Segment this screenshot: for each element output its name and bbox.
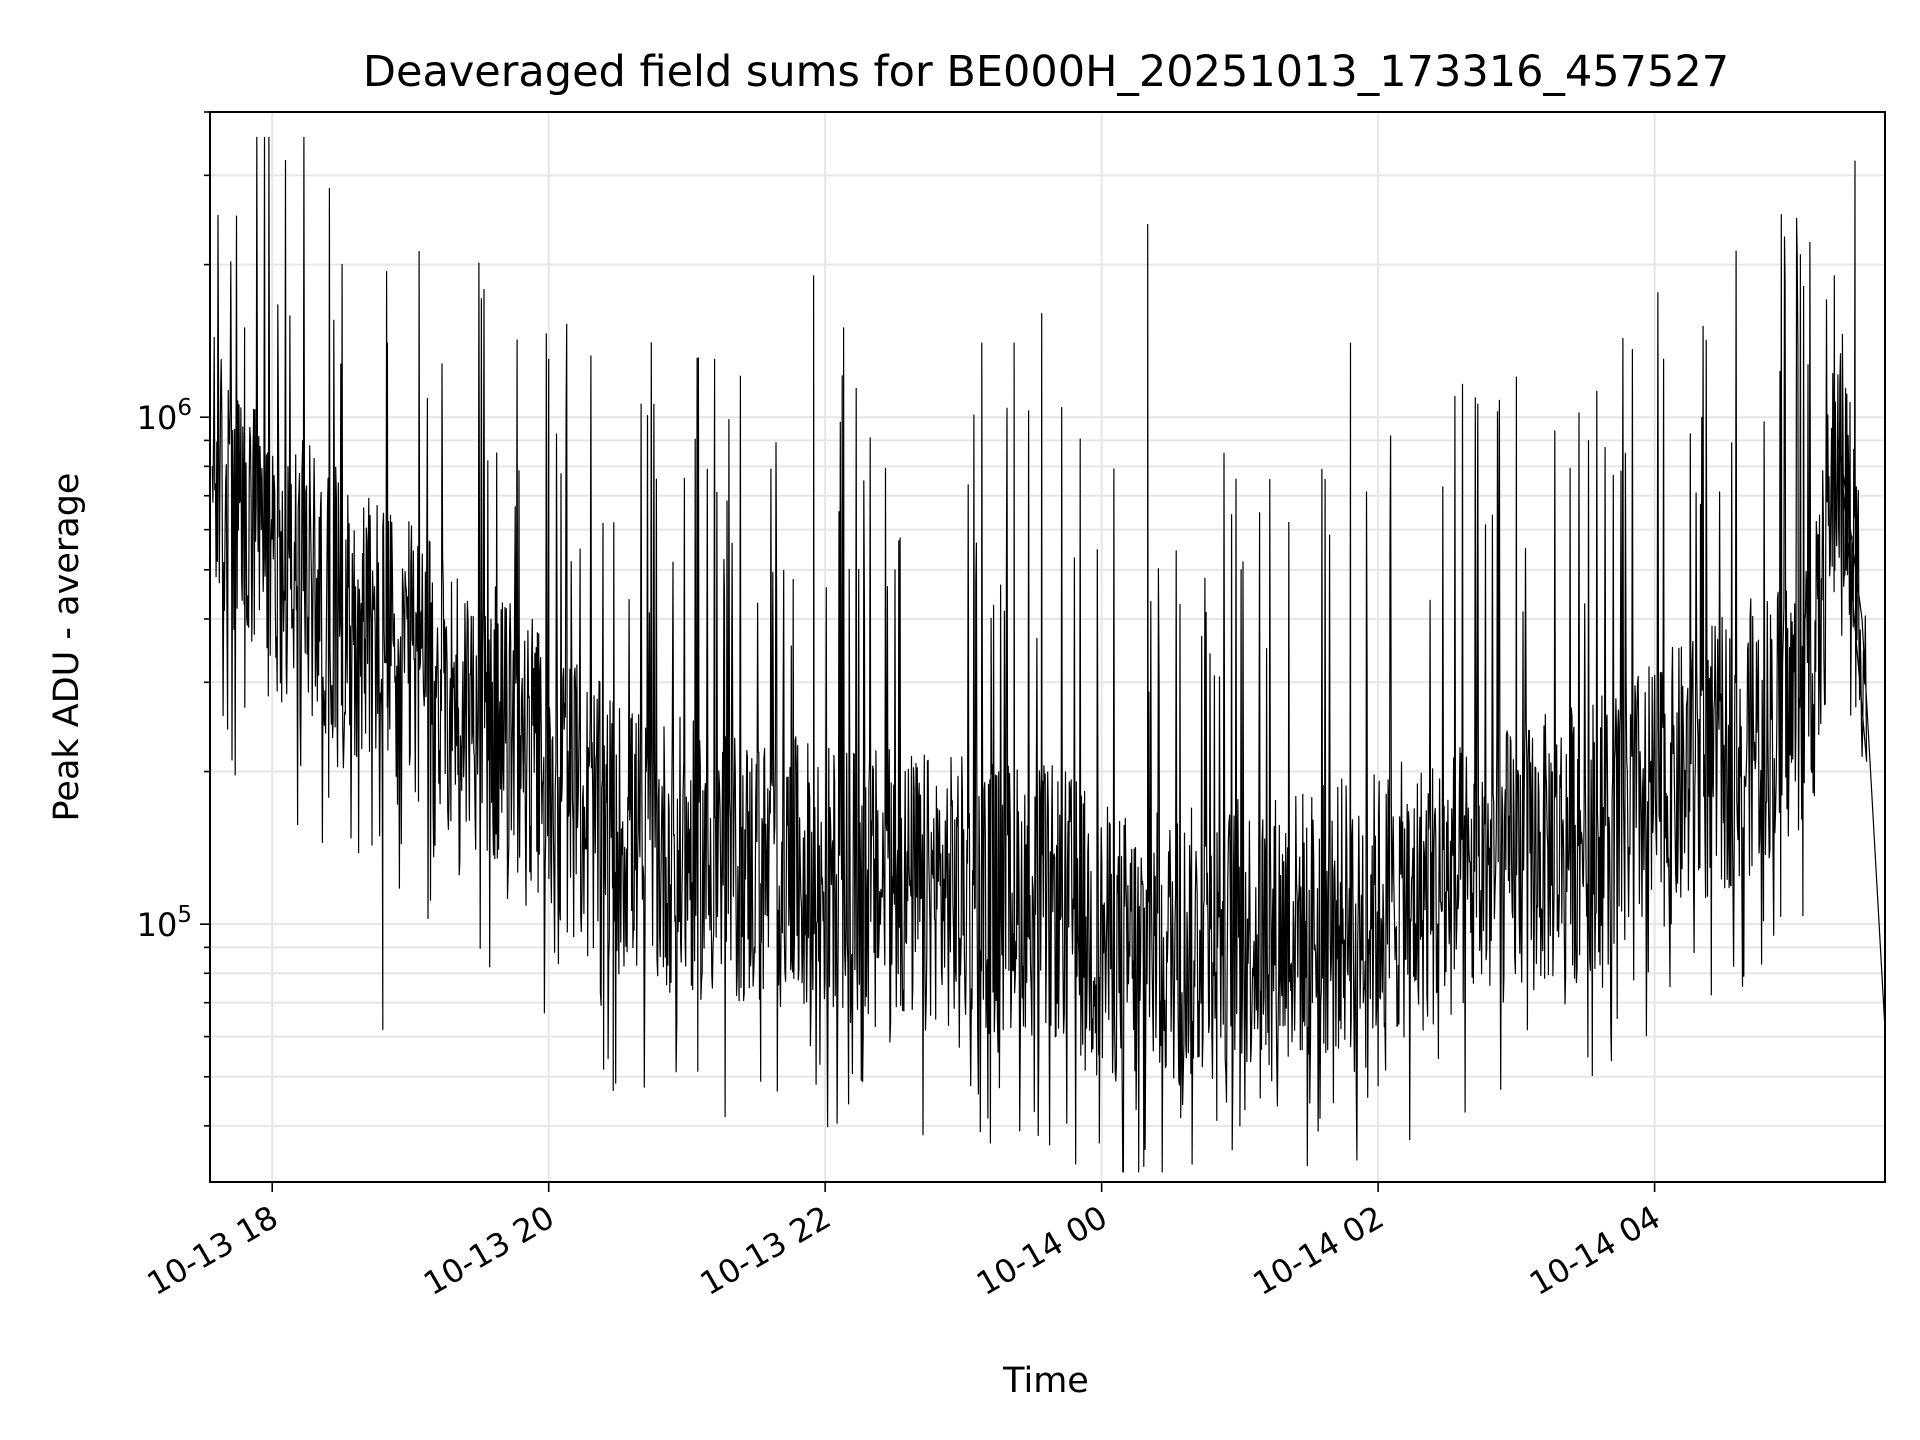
data-series [211,136,1886,1173]
y-tick-label: 106 [137,395,192,437]
plot-frame [209,111,1886,1183]
y-axis-label: Peak ADU - average [47,473,87,822]
chart-title: Deaveraged field sums for BE000H_2025101… [363,47,1729,97]
y-tick-label: 105 [137,902,192,944]
x-axis-label: Time [1002,1361,1089,1401]
series-line [211,136,1886,1173]
